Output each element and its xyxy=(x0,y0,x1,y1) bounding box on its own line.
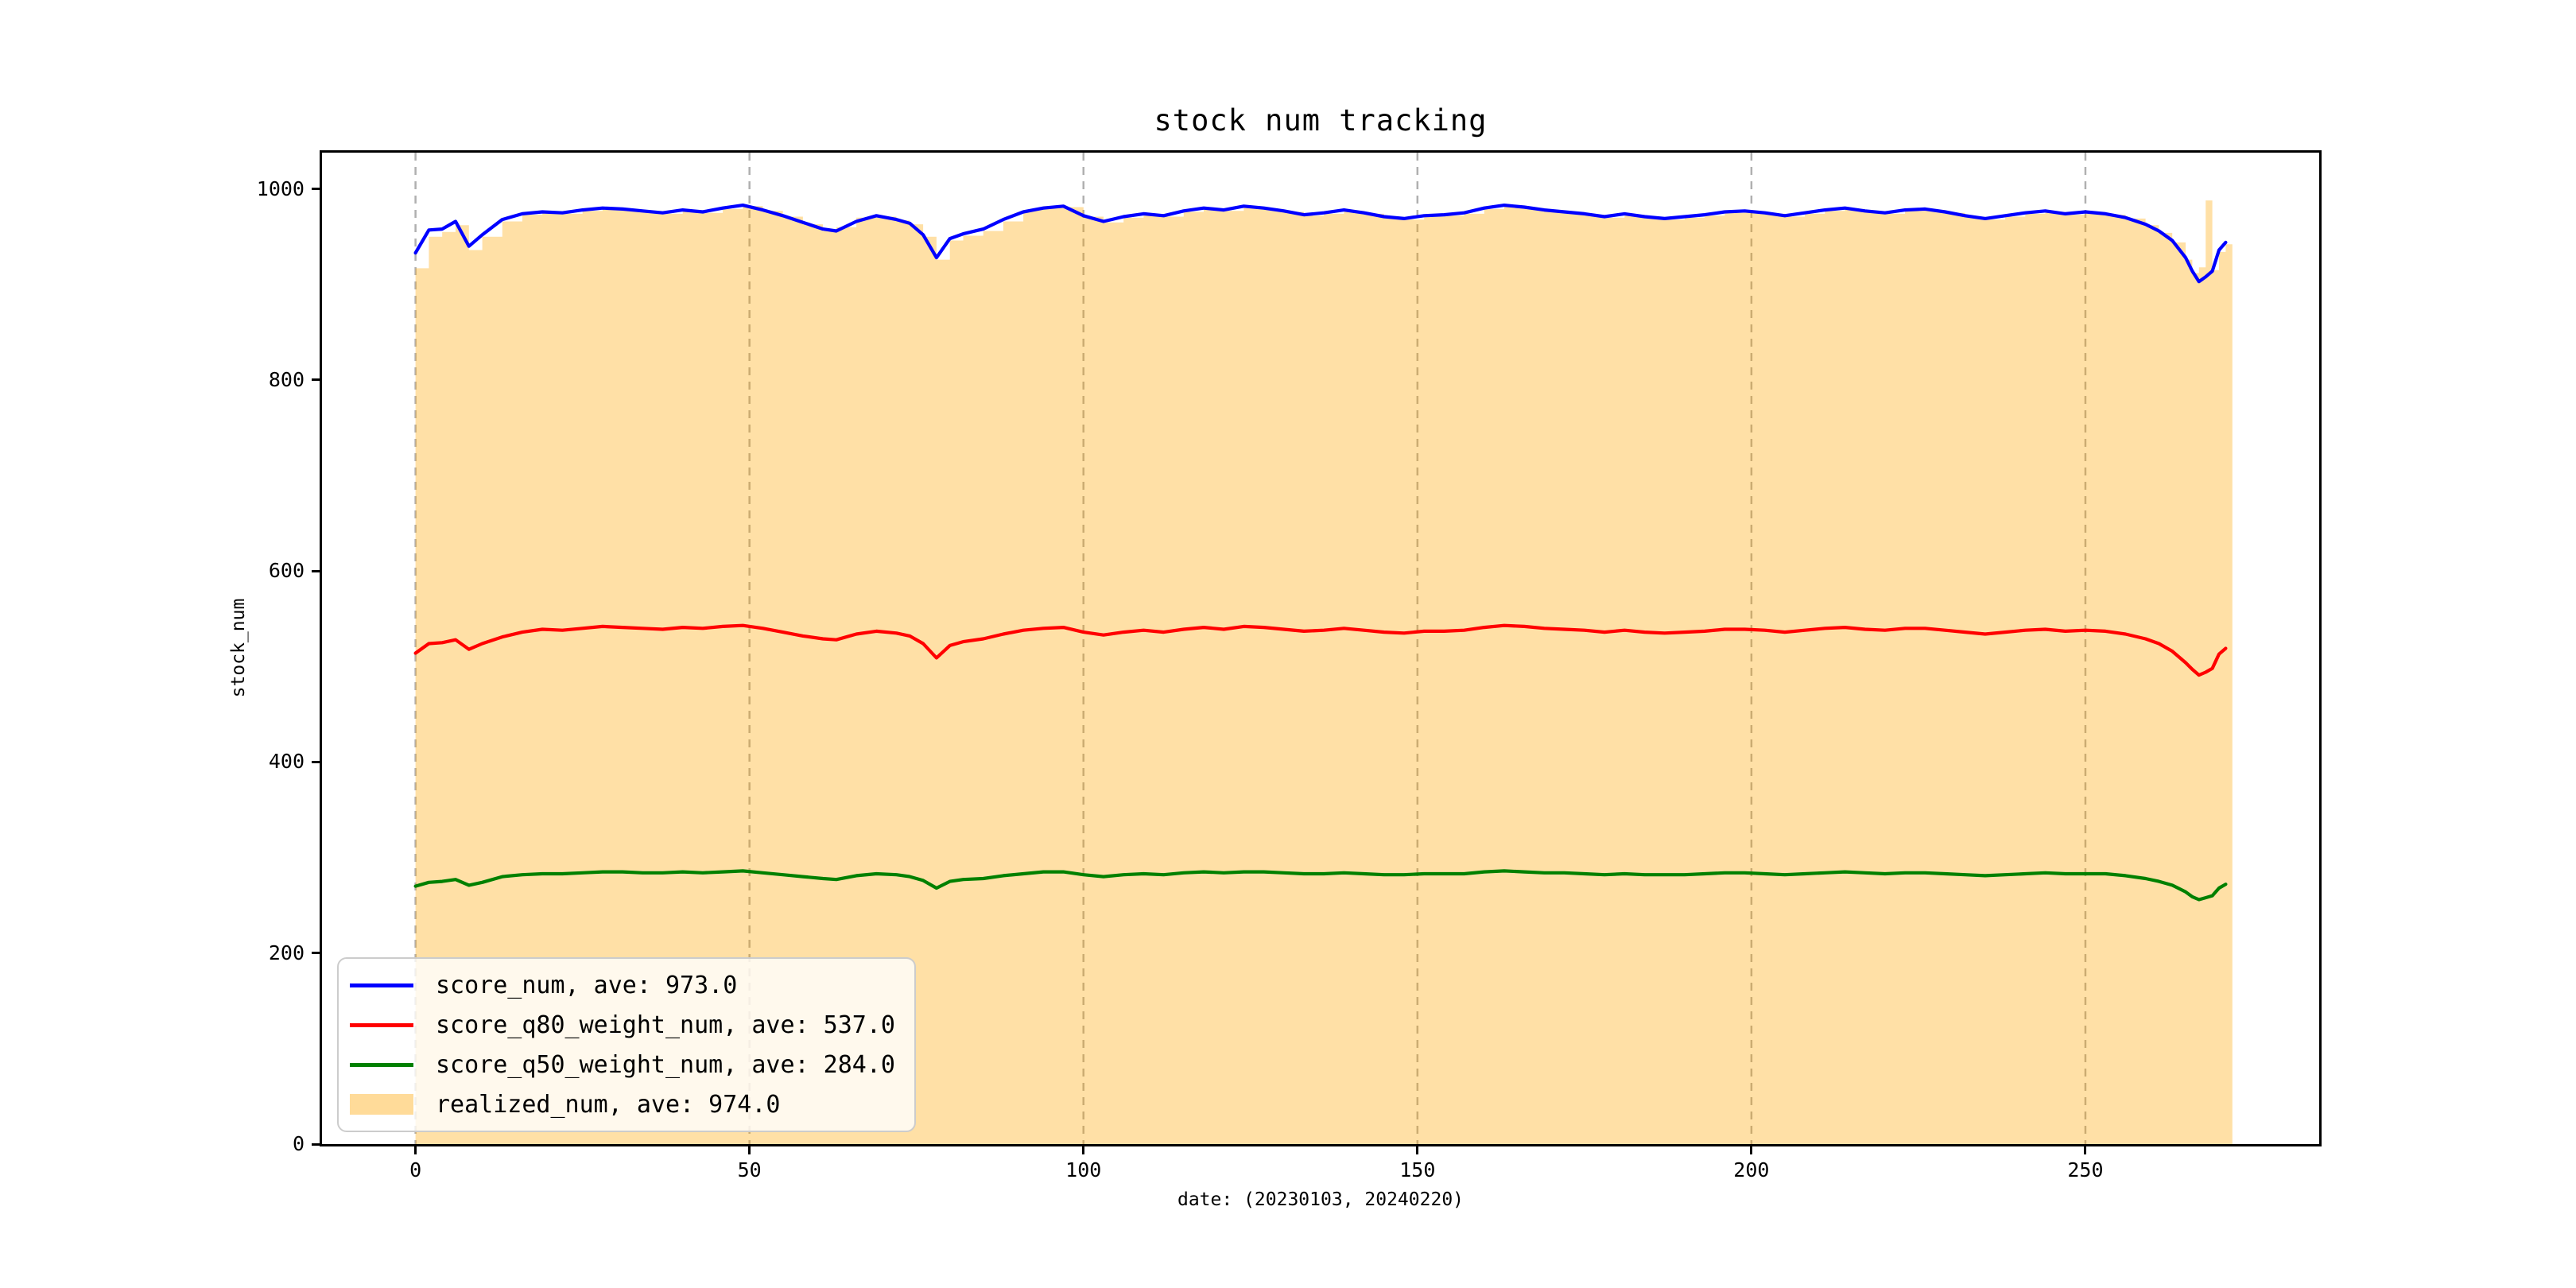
x-tick-label-50: 50 xyxy=(737,1158,762,1181)
legend-label-score_q50_weight_num: score_q50_weight_num, ave: 284.0 xyxy=(436,1050,895,1079)
y-tick-mark-400 xyxy=(312,760,322,763)
x-tick-label-100: 100 xyxy=(1065,1158,1102,1181)
x-tick-label-150: 150 xyxy=(1399,1158,1436,1181)
legend-line-swatch-score_q50_weight_num xyxy=(350,1062,413,1067)
legend-patch-swatch-realized_num xyxy=(350,1094,413,1115)
legend-label-score_q80_weight_num: score_q80_weight_num, ave: 537.0 xyxy=(436,1011,895,1039)
legend-item-realized_num: realized_num, ave: 974.0 xyxy=(350,1084,895,1124)
x-axis-label: date: (20230103, 20240220) xyxy=(1177,1189,1465,1210)
y-axis-label: stock_num xyxy=(228,598,249,698)
x-tick-mark-50 xyxy=(748,1144,751,1154)
legend-label-score_num: score_num, ave: 973.0 xyxy=(436,971,738,999)
legend-item-score_q50_weight_num: score_q50_weight_num, ave: 284.0 xyxy=(350,1045,895,1084)
legend-item-score_q80_weight_num: score_q80_weight_num, ave: 537.0 xyxy=(350,1005,895,1045)
line-score_q50_weight_num xyxy=(413,869,2228,902)
y-tick-label-200: 200 xyxy=(268,941,305,964)
x-tick-mark-250 xyxy=(2084,1144,2087,1154)
x-tick-mark-150 xyxy=(1416,1144,1419,1154)
y-tick-label-400: 400 xyxy=(268,750,305,774)
line-score_q80_weight_num xyxy=(413,623,2228,677)
legend-item-score_num: score_num, ave: 973.0 xyxy=(350,965,895,1005)
y-tick-label-800: 800 xyxy=(268,367,305,391)
x-tick-mark-0 xyxy=(414,1144,417,1154)
legend-line-swatch-score_q80_weight_num xyxy=(350,1022,413,1027)
x-tick-label-0: 0 xyxy=(409,1158,422,1181)
y-tick-mark-600 xyxy=(312,569,322,572)
x-tick-mark-100 xyxy=(1082,1144,1085,1154)
line-score_num xyxy=(413,203,2228,284)
y-tick-label-600: 600 xyxy=(268,559,305,583)
y-tick-label-1000: 1000 xyxy=(256,177,305,200)
legend-label-realized_num: realized_num, ave: 974.0 xyxy=(436,1090,781,1119)
area-realized_num xyxy=(415,200,2233,1145)
y-tick-mark-800 xyxy=(312,378,322,382)
y-tick-mark-0 xyxy=(312,1143,322,1146)
legend: score_num, ave: 973.0 score_q80_weight_nu… xyxy=(337,957,916,1132)
y-tick-mark-1000 xyxy=(312,188,322,191)
chart-title: stock num tracking xyxy=(1154,103,1488,138)
y-tick-label-0: 0 xyxy=(292,1132,305,1155)
plot-area: score_num, ave: 973.0 score_q80_weight_nu… xyxy=(257,153,2319,1181)
x-tick-label-250: 250 xyxy=(2067,1158,2104,1181)
x-tick-mark-200 xyxy=(1750,1144,1753,1154)
y-tick-mark-200 xyxy=(312,952,322,955)
legend-line-swatch-score_num xyxy=(350,983,413,987)
chart-canvas xyxy=(413,153,2233,1145)
x-tick-label-200: 200 xyxy=(1733,1158,1770,1181)
